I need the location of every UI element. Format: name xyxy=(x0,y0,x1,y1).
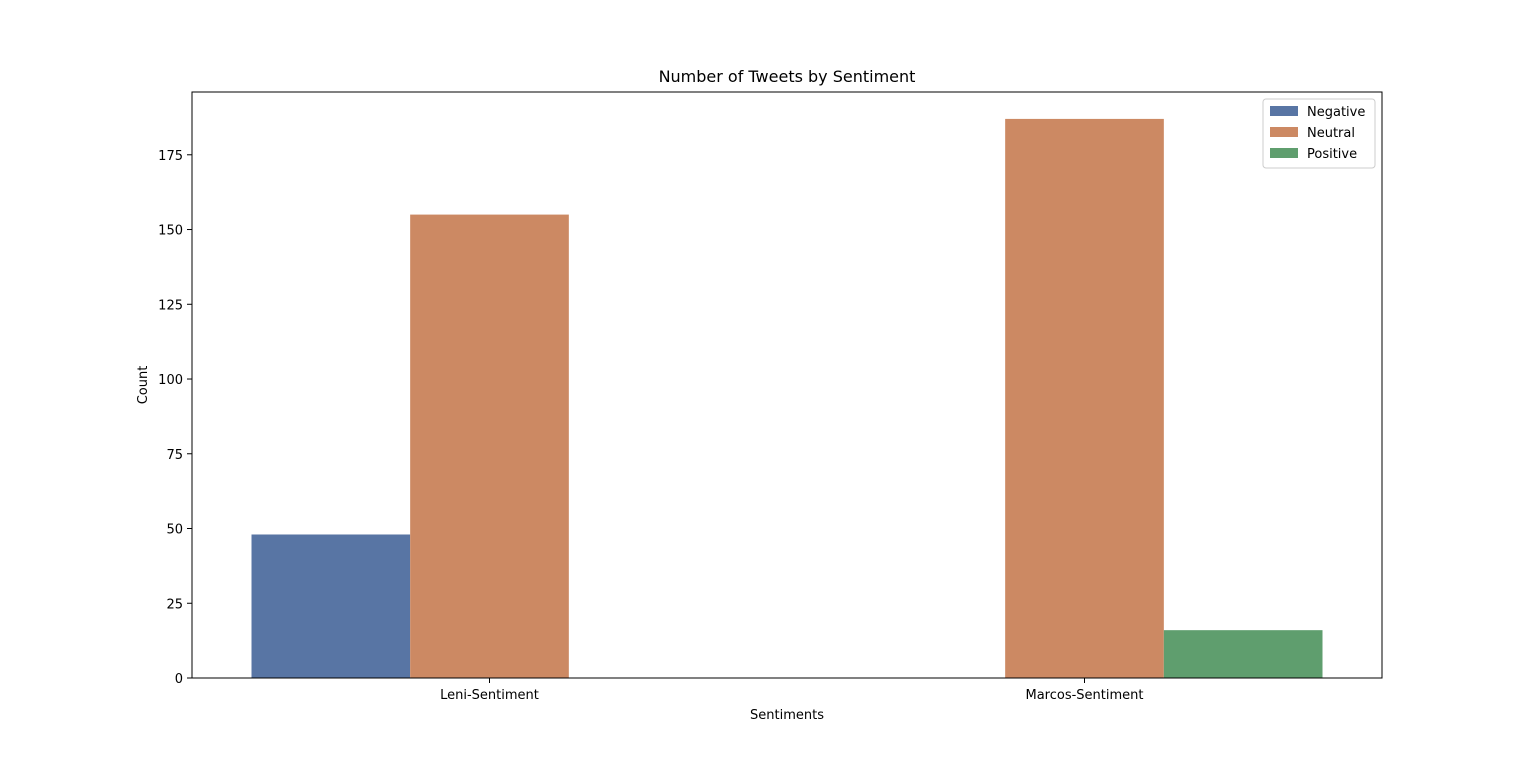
y-tick-label: 0 xyxy=(175,672,183,687)
x-axis: Leni-Sentiment Marcos-Sentiment xyxy=(440,678,1144,703)
legend-label-neutral: Neutral xyxy=(1307,126,1355,141)
bar-neutral-1 xyxy=(1005,118,1164,679)
legend-swatch-positive xyxy=(1270,148,1298,158)
y-axis-label: Count xyxy=(136,366,151,405)
y-tick-label: 50 xyxy=(166,523,183,538)
x-tick-label: Marcos-Sentiment xyxy=(1025,688,1143,703)
chart-title: Number of Tweets by Sentiment xyxy=(659,67,916,86)
y-tick-label: 75 xyxy=(166,448,183,463)
plot-frame xyxy=(191,91,1383,679)
legend: Negative Neutral Positive xyxy=(1262,98,1376,169)
legend-swatch-neutral xyxy=(1270,127,1298,137)
legend-swatch-negative xyxy=(1270,106,1298,116)
x-axis-label: Sentiments xyxy=(750,708,824,723)
legend-label-positive: Positive xyxy=(1307,147,1357,162)
bar-positive-1 xyxy=(1163,630,1323,678)
bar-negative-0 xyxy=(251,534,411,678)
y-tick-label: 175 xyxy=(158,149,183,164)
y-tick-label: 125 xyxy=(158,298,183,313)
y-tick-label: 150 xyxy=(158,224,183,239)
bars-layer xyxy=(251,118,1323,679)
y-tick-label: 25 xyxy=(166,597,183,612)
x-tick-label: Leni-Sentiment xyxy=(440,688,539,703)
legend-label-negative: Negative xyxy=(1307,105,1365,120)
bar-neutral-0 xyxy=(410,214,569,678)
y-tick-label: 100 xyxy=(158,373,183,388)
y-axis: 0 25 50 75 100 125 150 175 xyxy=(158,149,192,687)
